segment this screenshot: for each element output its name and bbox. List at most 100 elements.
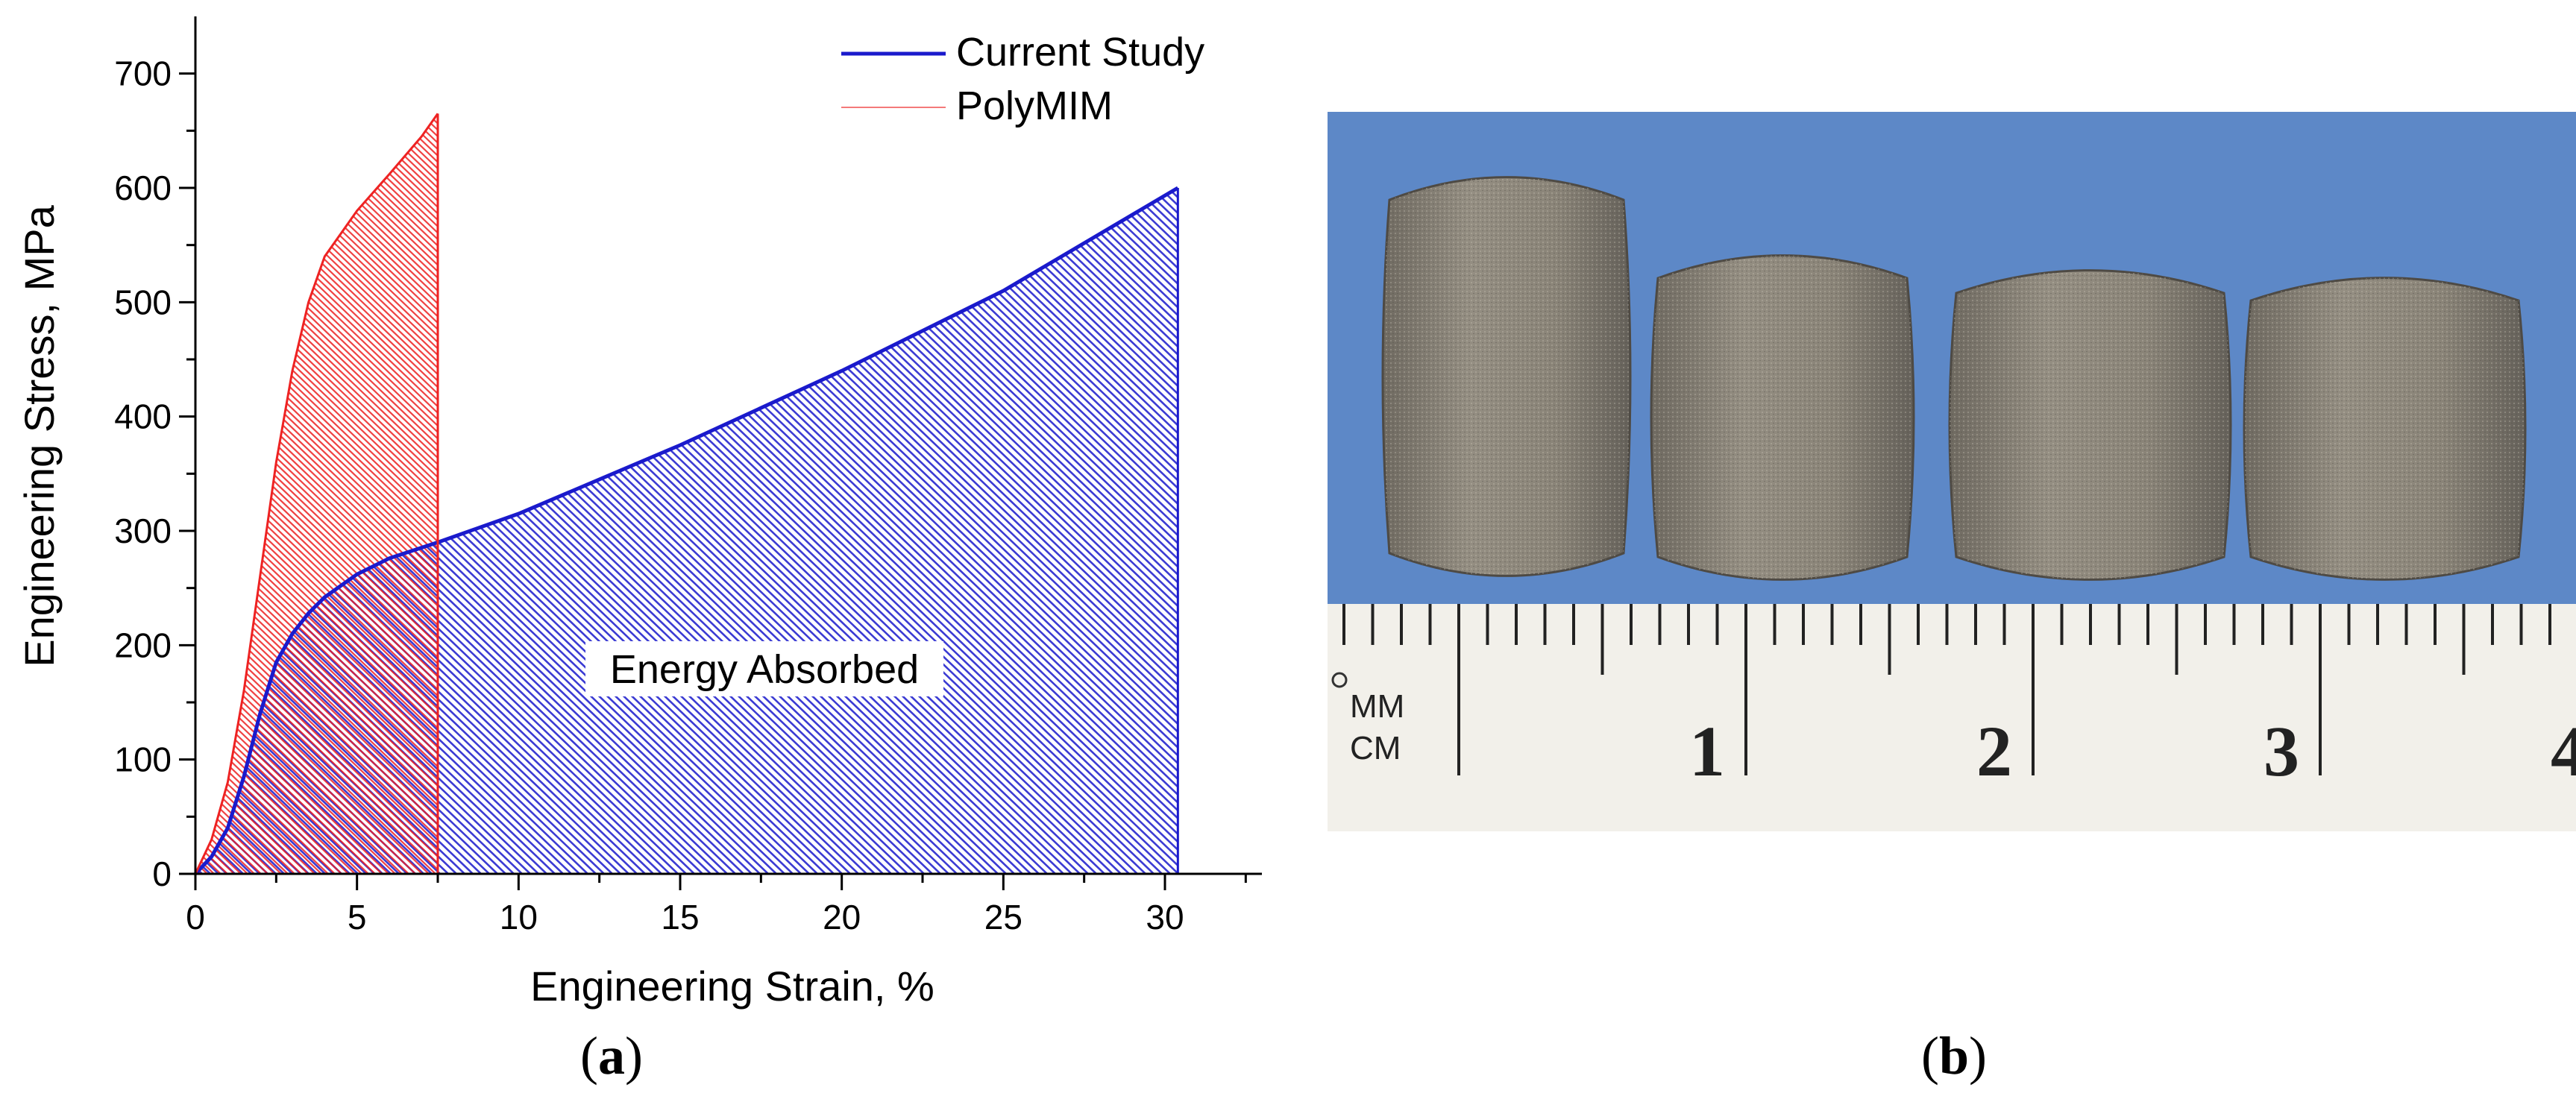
current-study-hatch-line (1078, 188, 1178, 874)
current-study-hatch-line (195, 188, 974, 874)
current-study-hatch-line (365, 188, 1178, 874)
current-study-hatch-line (195, 188, 654, 874)
y-tick-label: 400 (114, 397, 172, 436)
current-study-hatch-line (471, 188, 1178, 874)
current-study-hatch-line (299, 188, 1178, 874)
current-study-hatch-line (195, 188, 580, 874)
polymim-hatch-line (195, 113, 438, 875)
y-tick-label: 0 (152, 854, 172, 893)
ruler-hole (1331, 672, 1348, 688)
current-study-hatch-line (480, 188, 1178, 874)
current-study-hatch-line (195, 188, 999, 874)
current-study-hatch-line (225, 188, 1122, 874)
current-study-hatch-line (1284, 16, 1298, 874)
x-axis-label: Engineering Strain, % (530, 963, 934, 1010)
current-study-hatch-line (709, 188, 1178, 874)
panel-caption-b: (b) (1920, 1026, 1987, 1086)
current-study-hatch-line (422, 188, 1178, 874)
current-study-hatch-line (414, 188, 1178, 874)
current-study-hatch-line (734, 188, 1178, 874)
specimens (1381, 176, 2527, 581)
polymim-hatch-line (195, 113, 438, 875)
polymim-hatch-line (195, 113, 438, 875)
polymim-hatch-line (195, 113, 409, 875)
polymim-hatch-line (278, 113, 438, 875)
polymim-hatch-line (195, 113, 438, 875)
current-study-hatch-line (1268, 16, 1298, 874)
current-study-hatch-line (195, 188, 482, 874)
current-study-hatch-line (1202, 16, 1298, 874)
current-study-hatch-line (356, 188, 1178, 874)
current-study-hatch-line (562, 188, 1178, 874)
current-study-hatch-line (439, 188, 1178, 874)
polymim-hatch-line (195, 113, 438, 875)
current-study-hatch-line (195, 188, 424, 874)
polymim-hatch-line (195, 113, 438, 875)
current-study-hatch-line (455, 188, 1178, 874)
polymim-hatch-line (195, 113, 389, 875)
current-study-hatch-line (463, 188, 1178, 874)
current-study-hatch-line (195, 188, 474, 874)
current-study-hatch-line (717, 188, 1178, 874)
polymim-hatch-line (195, 113, 438, 875)
polymim-hatch-line (195, 113, 396, 875)
y-tick-label: 200 (114, 626, 172, 664)
current-study-hatch-line (1235, 16, 1298, 874)
current-study-hatch-line (504, 188, 1178, 874)
current-study-hatch-line (315, 188, 1178, 874)
current-study-hatch-line (195, 188, 949, 874)
polymim-hatch-line (195, 113, 438, 875)
current-study-hatch-line (266, 188, 1163, 874)
current-study-curve (194, 186, 1179, 875)
current-study-hatch-line (750, 188, 1178, 874)
polymim-hatch-line (195, 113, 438, 875)
current-study-hatch-line (332, 188, 1178, 874)
polymim-hatch-line (195, 113, 438, 875)
current-study-hatch-line (496, 188, 1178, 874)
polymim-curve (194, 113, 439, 875)
polymim-hatch-line (195, 113, 438, 875)
x-tick-label: 5 (348, 898, 367, 936)
current-study-hatch-line (652, 188, 1178, 874)
polymim-hatch-line (271, 113, 438, 875)
current-study-hatch-line (381, 188, 1178, 874)
current-study-hatch-line (291, 188, 1178, 874)
current-study-hatch-line (1013, 188, 1178, 874)
current-study-hatch-line (389, 188, 1178, 874)
current-study-hatch-line (258, 188, 1155, 874)
current-study-hatch-line (195, 188, 629, 874)
polymim-hatch-line (195, 113, 438, 875)
current-study-hatch-line (1260, 16, 1298, 874)
current-study-hatch-line (195, 188, 1007, 874)
polymim-hatch-line (258, 113, 438, 875)
current-study-hatch-line (195, 188, 720, 874)
x-tick-label: 30 (1146, 898, 1184, 936)
specimen-photo: MM CM 1 2 3 4 (1328, 112, 2576, 831)
current-study-hatch-line (195, 188, 1048, 874)
polymim-hatch-line (195, 113, 438, 875)
x-tick-label: 20 (823, 898, 861, 936)
current-study-hatch-line (195, 188, 441, 874)
polymim-hatch-line (195, 113, 438, 875)
current-study-hatch-line (693, 188, 1178, 874)
current-study-hatch-line (578, 188, 1178, 874)
current-study-hatch-line (537, 188, 1178, 874)
polymim-hatch-line (195, 113, 438, 875)
legend-entry: PolyMIM (956, 84, 1113, 128)
energy-absorbed-annotation: Energy Absorbed (610, 647, 919, 692)
current-study-hatch-line (553, 188, 1178, 874)
polymim-hatch-line (195, 113, 438, 875)
polymim-hatch-line (195, 113, 438, 875)
polymim-hatch-line (195, 113, 438, 875)
polymim-hatch-line (195, 113, 438, 875)
polymim-hatch-line (312, 113, 438, 875)
specimen-cylinder (1948, 269, 2232, 581)
current-study-hatch-line (1276, 16, 1298, 874)
current-study-hatch-line (1219, 16, 1298, 874)
polymim-hatch-line (195, 113, 438, 875)
x-tick-label: 15 (661, 898, 699, 936)
current-study-hatch-line (660, 188, 1178, 874)
polymim-hatch-line (195, 113, 438, 875)
current-study-hatch-line (594, 188, 1178, 874)
